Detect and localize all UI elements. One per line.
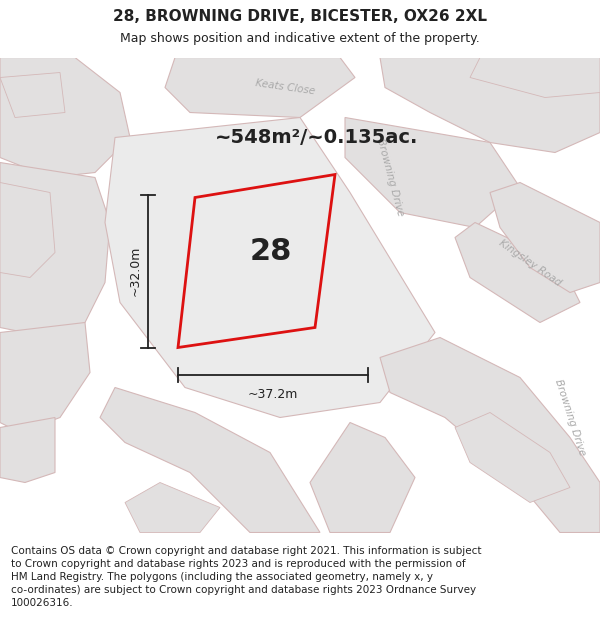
Text: 28, BROWNING DRIVE, BICESTER, OX26 2XL: 28, BROWNING DRIVE, BICESTER, OX26 2XL — [113, 9, 487, 24]
Polygon shape — [0, 72, 65, 118]
Text: Kingsley Road: Kingsley Road — [497, 238, 563, 288]
Text: ~32.0m: ~32.0m — [129, 246, 142, 296]
Text: Browning Drive: Browning Drive — [553, 378, 587, 457]
Text: ~37.2m: ~37.2m — [248, 389, 298, 401]
Polygon shape — [0, 162, 110, 338]
Text: Browning Drive: Browning Drive — [375, 138, 405, 218]
Polygon shape — [310, 422, 415, 532]
Polygon shape — [125, 482, 220, 532]
Text: Contains OS data © Crown copyright and database right 2021. This information is : Contains OS data © Crown copyright and d… — [11, 546, 481, 609]
Text: Map shows position and indicative extent of the property.: Map shows position and indicative extent… — [120, 32, 480, 45]
Polygon shape — [0, 322, 90, 432]
Polygon shape — [0, 418, 55, 482]
Polygon shape — [380, 58, 600, 152]
Polygon shape — [345, 118, 520, 228]
Polygon shape — [100, 388, 320, 532]
Polygon shape — [455, 222, 580, 322]
Polygon shape — [0, 182, 55, 278]
Text: Keats Close: Keats Close — [254, 78, 316, 97]
Polygon shape — [490, 182, 600, 292]
Polygon shape — [380, 338, 600, 532]
Text: 28: 28 — [250, 238, 292, 266]
Polygon shape — [0, 58, 130, 178]
Polygon shape — [470, 58, 600, 98]
Polygon shape — [105, 118, 435, 418]
Polygon shape — [455, 412, 570, 502]
Polygon shape — [165, 58, 355, 118]
Text: ~548m²/~0.135ac.: ~548m²/~0.135ac. — [215, 128, 418, 147]
